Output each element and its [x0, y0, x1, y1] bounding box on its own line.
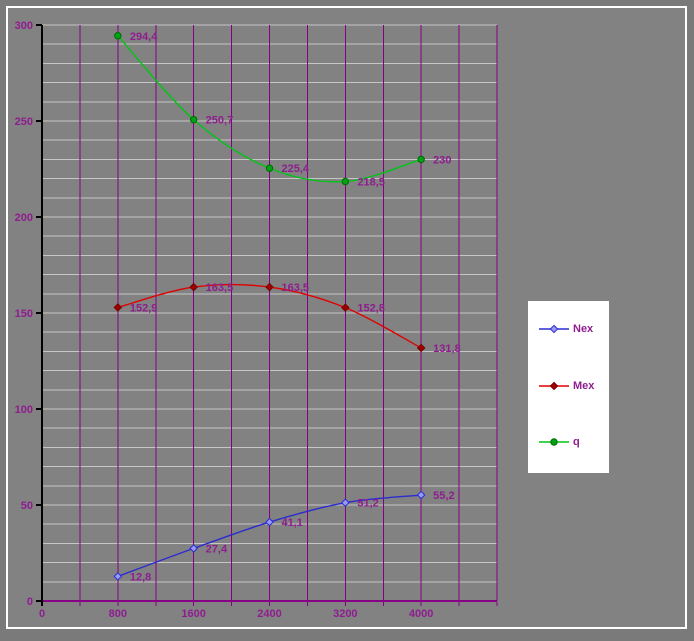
- series-Nex: 12,8 27,4 41,1 51,2 55,2: [113, 490, 455, 583]
- point-label: 41,1: [282, 517, 303, 529]
- point-label: 51,2: [357, 498, 378, 510]
- point-label: 250,7: [206, 115, 234, 127]
- vertical-gridlines: [79, 25, 498, 601]
- legend-marker-glyph: [550, 438, 558, 446]
- y-tick-label: 250: [15, 116, 33, 128]
- legend-entry-Mex: Mex: [539, 380, 594, 392]
- point-label: 152,9: [130, 302, 158, 314]
- series-q: 294,4 250,7 225,4 218,5 230: [114, 31, 452, 188]
- data-point-marker-Mex: [189, 282, 198, 292]
- point-label: 218,5: [357, 176, 385, 188]
- point-label: 163,5: [282, 282, 310, 294]
- chart-legend: Nex Mex q: [528, 301, 609, 473]
- x-tick-label: 4000: [409, 608, 433, 620]
- x-tick-label: 800: [109, 608, 127, 620]
- data-point-marker-q: [114, 32, 122, 40]
- series-Mex: 152,9 163,5 163,5 152,8 131,8: [113, 282, 461, 355]
- data-point-marker-Mex: [265, 282, 274, 292]
- point-label: 225,4: [282, 163, 310, 175]
- axes: [36, 24, 498, 606]
- x-tick-label: 1600: [181, 608, 205, 620]
- legend-marker-glyph: [549, 381, 559, 391]
- point-label: 294,4: [130, 31, 158, 43]
- point-label: 152,8: [357, 303, 385, 315]
- data-point-marker-Nex: [341, 498, 350, 508]
- data-point-marker-q: [417, 155, 425, 164]
- data-point-marker-Mex: [341, 303, 350, 312]
- y-tick-label: 200: [15, 212, 33, 224]
- point-label: 131,8: [433, 343, 461, 355]
- data-point-marker-q: [265, 164, 274, 172]
- y-tick-label: 0: [27, 596, 33, 608]
- data-point-marker-q: [189, 115, 198, 124]
- legend-entry-q: q: [539, 436, 580, 448]
- y-tick-label: 50: [21, 500, 33, 512]
- legend-entry-Nex: Nex: [539, 323, 593, 335]
- x-tick-label: 3200: [333, 608, 357, 620]
- point-label: 12,8: [130, 571, 151, 583]
- data-point-marker-Mex: [113, 303, 123, 312]
- legend-label: q: [573, 436, 580, 448]
- point-label: 230: [433, 154, 451, 166]
- data-point-marker-Nex: [416, 490, 426, 500]
- legend-marker-Nex: [539, 324, 569, 334]
- legend-marker-q: [539, 438, 569, 446]
- y-tick-label: 100: [15, 404, 33, 416]
- legend-label: Mex: [573, 380, 595, 392]
- legend-label: Nex: [573, 323, 594, 335]
- point-label: 55,2: [433, 490, 454, 502]
- data-point-marker-Nex: [113, 572, 123, 581]
- series-line-q: [117, 35, 422, 183]
- point-label: 27,4: [206, 543, 228, 555]
- point-label: 163,5: [206, 282, 234, 294]
- data-point-marker-Nex: [189, 544, 198, 553]
- y-tick-label: 300: [15, 20, 33, 32]
- legend-marker-Mex: [539, 381, 569, 391]
- y-tick-label: 150: [15, 308, 33, 320]
- legend-marker-glyph: [549, 324, 559, 334]
- data-point-marker-Mex: [416, 343, 426, 353]
- data-point-marker-q: [341, 177, 350, 186]
- x-tick-label: 2400: [257, 608, 281, 620]
- data-point-marker-Nex: [265, 517, 274, 527]
- x-tick-label: 0: [39, 608, 45, 620]
